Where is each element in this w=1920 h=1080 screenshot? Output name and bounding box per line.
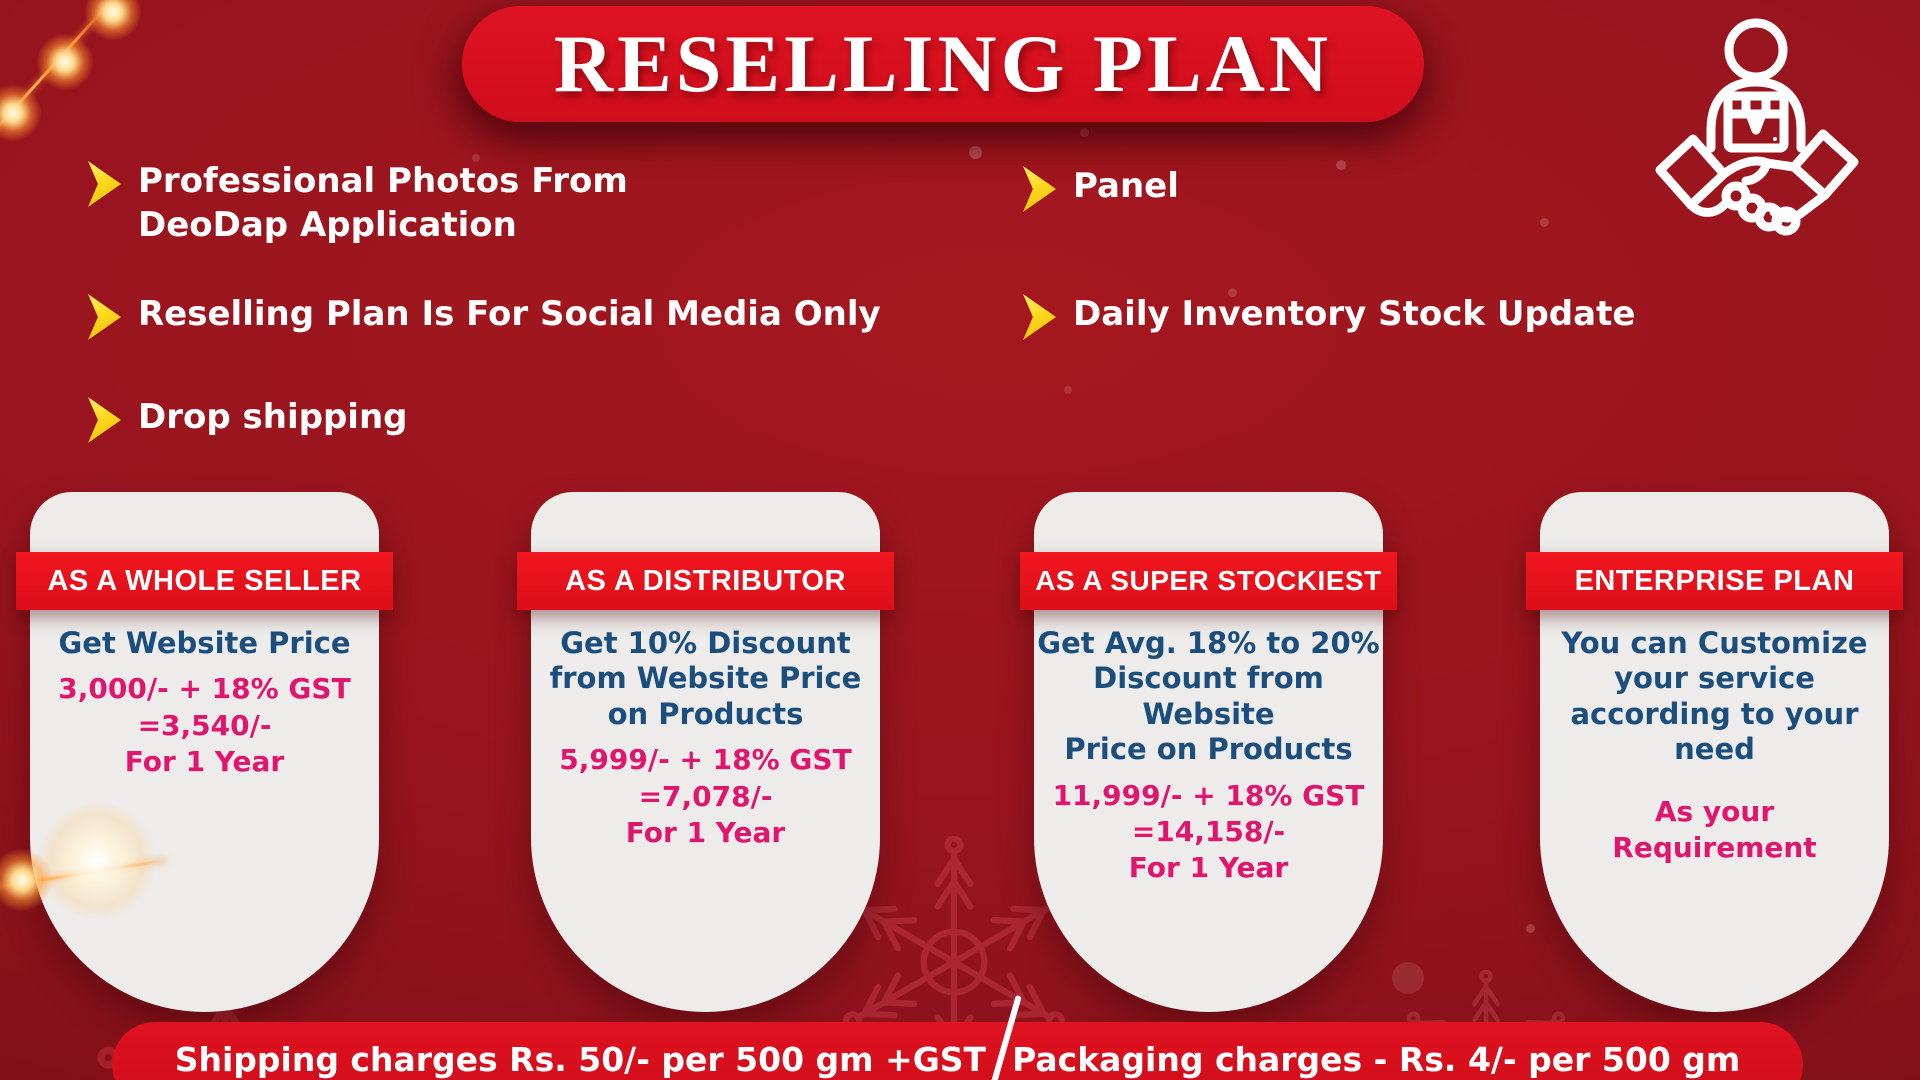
plan-card-whole-seller: AS A WHOLE SELLER Get Website Price 3,00… bbox=[16, 492, 393, 1012]
handshake-delivery-icon bbox=[1655, 18, 1859, 236]
plan-ribbon: ENTERPRISE PLAN bbox=[1526, 552, 1903, 610]
title-banner: RESELLING PLAN bbox=[462, 6, 1424, 122]
bokeh-dot bbox=[1228, 288, 1237, 297]
shipping-charges-text: Shipping charges Rs. 50/- per 500 gm +GS… bbox=[174, 1039, 987, 1079]
bokeh-dot bbox=[1392, 962, 1424, 994]
chevron-arrow-icon bbox=[88, 161, 121, 207]
fairy-light-bulb bbox=[36, 33, 94, 91]
plan-content: Get 10% Discount from Website Price on P… bbox=[533, 626, 878, 851]
plan-content: Get Avg. 18% to 20% Discount from Websit… bbox=[1036, 626, 1381, 887]
fairy-light-bulb bbox=[84, 0, 142, 41]
feature-label: Professional Photos From DeoDap Applicat… bbox=[138, 161, 628, 245]
plan-ribbon: AS A WHOLE SELLER bbox=[16, 552, 393, 610]
feature-item-panel: Panel bbox=[1023, 165, 1179, 212]
plan-ribbon: AS A DISTRIBUTOR bbox=[517, 552, 894, 610]
bokeh-dot bbox=[969, 146, 982, 159]
plan-benefit: Get Website Price bbox=[58, 626, 351, 660]
feature-item-drop-shipping: Drop shipping bbox=[88, 396, 408, 443]
plan-benefit: Get Avg. 18% to 20% Discount from Websit… bbox=[1037, 626, 1380, 767]
chevron-arrow-icon bbox=[88, 294, 121, 340]
bokeh-dot bbox=[1080, 128, 1089, 137]
feature-label: Drop shipping bbox=[138, 397, 408, 437]
plan-benefit: You can Customize your service according… bbox=[1561, 626, 1868, 767]
bokeh-dot bbox=[1064, 386, 1072, 394]
fairy-light-bulb bbox=[38, 802, 156, 920]
chevron-arrow-icon bbox=[1023, 166, 1056, 212]
feature-item-social-media-only: Reselling Plan Is For Social Media Only bbox=[88, 293, 1028, 340]
feature-label: Daily Inventory Stock Update bbox=[1073, 294, 1636, 334]
plan-pricing: 5,999/- + 18% GST =7,078/- For 1 Year bbox=[559, 743, 852, 849]
plan-pricing: As your Requirement bbox=[1612, 794, 1817, 864]
plan-content: You can Customize your service according… bbox=[1542, 626, 1887, 866]
feature-label: Panel bbox=[1073, 166, 1179, 206]
bokeh-dot bbox=[1336, 160, 1346, 170]
bokeh-dot bbox=[1526, 924, 1535, 933]
plan-pricing: 11,999/- + 18% GST =14,158/- For 1 Year bbox=[1052, 778, 1365, 885]
chevron-arrow-icon bbox=[1023, 294, 1056, 340]
plan-ribbon: AS A SUPER STOCKIEST bbox=[1020, 552, 1397, 610]
feature-item-daily-inventory: Daily Inventory Stock Update bbox=[1023, 293, 1635, 340]
plan-card-super-stockiest: AS A SUPER STOCKIEST Get Avg. 18% to 20%… bbox=[1020, 492, 1397, 1012]
packaging-charges-text: Packaging charges - Rs. 4/- per 500 gm bbox=[1012, 1039, 1741, 1079]
plan-card-distributor: AS A DISTRIBUTOR Get 10% Discount from W… bbox=[517, 492, 894, 1012]
feature-label: Reselling Plan Is For Social Media Only bbox=[138, 294, 881, 334]
charges-banner: Shipping charges Rs. 50/- per 500 gm +GS… bbox=[112, 994, 1803, 1080]
plan-pricing: 3,000/- + 18% GST =3,540/- For 1 Year bbox=[58, 672, 351, 779]
chevron-arrow-icon bbox=[88, 397, 121, 443]
plan-benefit: Get 10% Discount from Website Price on P… bbox=[549, 626, 862, 731]
fairy-light-bulb bbox=[0, 84, 42, 142]
bokeh-dot bbox=[472, 154, 480, 162]
plan-content: Get Website Price 3,000/- + 18% GST =3,5… bbox=[32, 626, 377, 781]
page-title: RESELLING PLAN bbox=[553, 18, 1333, 109]
bokeh-dot bbox=[1540, 218, 1549, 227]
plan-card-enterprise: ENTERPRISE PLAN You can Customize your s… bbox=[1526, 492, 1903, 1012]
feature-item-professional-photos: Professional Photos From DeoDap Applicat… bbox=[88, 160, 768, 247]
